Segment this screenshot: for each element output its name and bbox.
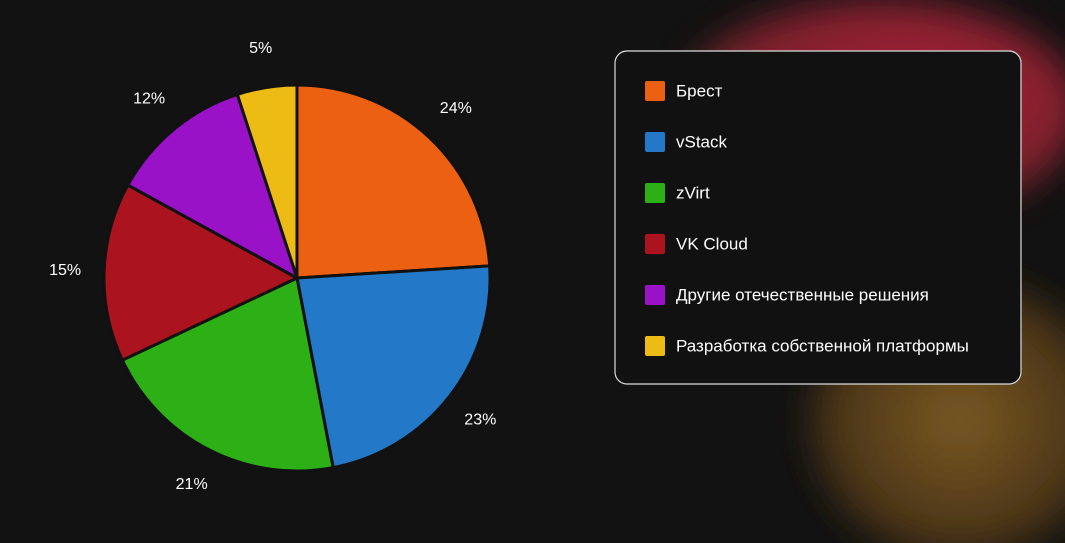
data-label: 21%: [176, 476, 208, 493]
legend-swatch: [645, 234, 665, 254]
pie-slice: [120, 276, 335, 473]
legend-label: zVirt: [676, 183, 710, 202]
pie-slice: [295, 83, 492, 280]
pie-slice: [235, 83, 299, 280]
legend-label: Брест: [676, 81, 723, 100]
legend-swatch: [645, 336, 665, 356]
pie-slice: [295, 264, 492, 470]
pie: 24% 23% 21% 15% 12% 5%: [49, 40, 496, 493]
data-label: 12%: [133, 90, 165, 107]
data-label: 15%: [49, 262, 81, 279]
data-label: 23%: [464, 411, 496, 428]
legend-label: Другие отечественные решения: [676, 285, 929, 304]
data-label: 24%: [440, 100, 472, 117]
legend: Брест vStack zVirt VK Cloud Другие отечестве…: [645, 81, 969, 356]
legend-swatch: [645, 183, 665, 203]
pie-slice: [102, 183, 299, 362]
legend-label: Разработка собственной платформы: [676, 336, 969, 355]
legend-label: vStack: [676, 132, 728, 151]
data-label: 5%: [249, 40, 272, 57]
legend-swatch: [645, 285, 665, 305]
pie-slice: [126, 92, 299, 280]
legend-swatch: [645, 132, 665, 152]
legend-box: [614, 50, 1022, 385]
legend-swatch: [645, 81, 665, 101]
legend-label: VK Cloud: [676, 234, 748, 253]
